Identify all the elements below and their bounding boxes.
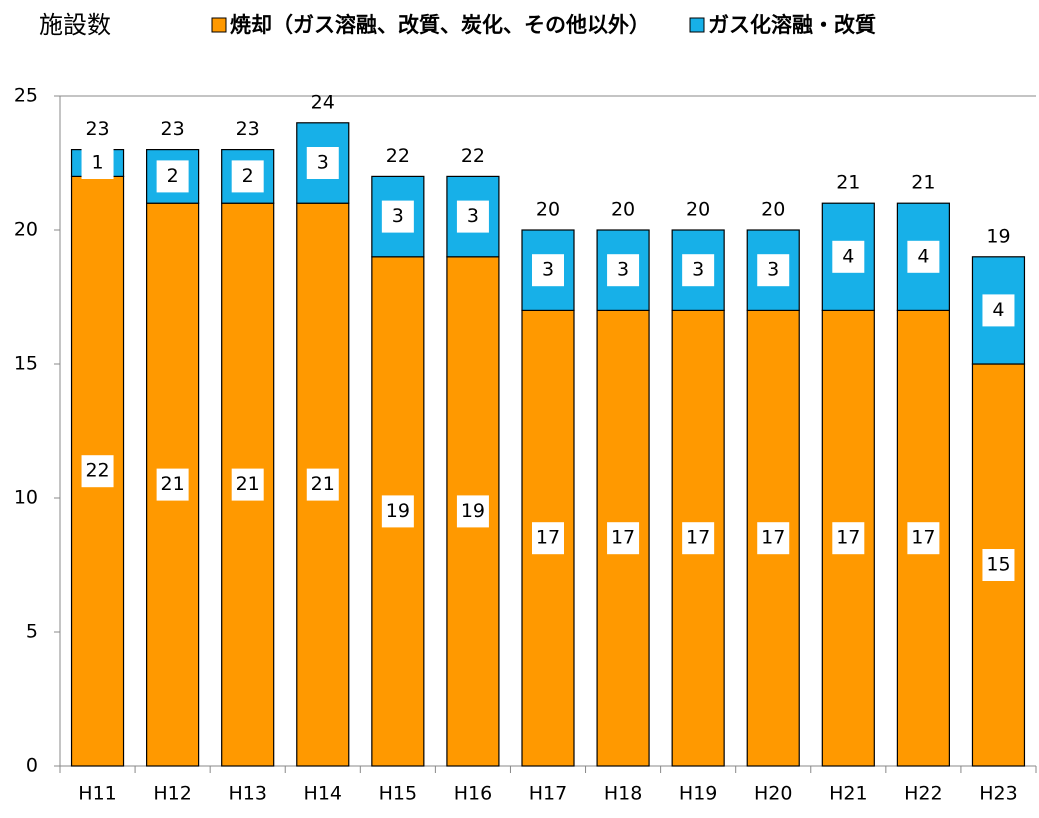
x-tick-label: H19 — [679, 783, 717, 805]
total-label: 24 — [311, 91, 335, 113]
x-tick-label: H17 — [529, 783, 567, 805]
legend-label: 焼却（ガス溶融、改質、炭化、その他以外） — [230, 13, 650, 37]
y-tick-label: 10 — [14, 487, 38, 509]
data-label-box — [532, 522, 564, 555]
y-tick-label: 0 — [26, 755, 38, 777]
data-label: 2 — [167, 165, 179, 187]
data-label: 3 — [542, 259, 554, 281]
data-label: 17 — [686, 527, 710, 549]
data-label-box — [156, 160, 189, 193]
data-label: 17 — [836, 527, 860, 549]
data-label-box — [982, 549, 1015, 581]
y-tick-label: 25 — [14, 85, 38, 107]
data-label-box — [532, 254, 564, 287]
data-label: 4 — [992, 299, 1004, 321]
data-label: 19 — [386, 500, 410, 522]
data-label: 21 — [311, 473, 335, 495]
data-label-box — [832, 522, 865, 555]
data-label: 2 — [242, 165, 254, 187]
data-label: 22 — [85, 460, 109, 482]
data-label: 3 — [692, 259, 704, 281]
data-label: 17 — [611, 527, 635, 549]
x-tick-label: H18 — [604, 783, 642, 805]
total-label: 20 — [686, 199, 710, 221]
legend-swatch — [689, 17, 705, 33]
total-label: 19 — [986, 225, 1010, 247]
legend-label: ガス化溶融・改質 — [708, 13, 876, 37]
total-label: 21 — [836, 172, 860, 194]
total-label: 23 — [236, 118, 260, 140]
data-label-box — [907, 522, 940, 555]
total-label: 22 — [386, 145, 410, 167]
x-tick-label: H23 — [979, 783, 1017, 805]
data-label-box — [456, 200, 489, 233]
total-label: 20 — [611, 199, 635, 221]
total-label: 21 — [911, 172, 935, 194]
data-label-box — [607, 522, 640, 555]
x-tick-label: H16 — [454, 783, 492, 805]
data-label-box — [456, 495, 489, 528]
x-tick-label: H11 — [78, 783, 116, 805]
data-label: 4 — [842, 245, 854, 267]
data-label-box — [832, 240, 865, 273]
data-label-box — [306, 147, 339, 179]
data-label-box — [156, 468, 189, 501]
x-tick-label: H20 — [754, 783, 792, 805]
data-label: 17 — [536, 527, 560, 549]
total-label: 22 — [461, 145, 485, 167]
data-label: 3 — [767, 259, 779, 281]
data-label-box — [682, 522, 715, 555]
data-label-box — [231, 160, 264, 193]
data-label: 19 — [461, 500, 485, 522]
total-label: 20 — [761, 199, 785, 221]
y-tick-label: 20 — [14, 219, 38, 241]
data-label-box — [306, 468, 339, 501]
total-label: 20 — [536, 199, 560, 221]
data-label-box — [381, 495, 414, 528]
bar-segment — [896, 309, 950, 767]
x-tick-label: H14 — [304, 783, 342, 805]
data-label-box — [757, 254, 790, 287]
x-tick-label: H15 — [379, 783, 417, 805]
data-label: 3 — [467, 205, 479, 227]
data-label-box — [982, 294, 1015, 327]
y-tick-label: 15 — [14, 353, 38, 375]
x-tick-label: H13 — [228, 783, 266, 805]
x-tick-label: H12 — [153, 783, 191, 805]
x-tick-label: H21 — [829, 783, 867, 805]
data-label: 17 — [911, 527, 935, 549]
data-label-box — [757, 522, 790, 555]
data-label: 21 — [236, 473, 260, 495]
data-label-box — [81, 147, 114, 179]
x-tick-label: H22 — [904, 783, 942, 805]
data-label-box — [381, 200, 414, 233]
total-label: 23 — [85, 118, 109, 140]
total-label: 23 — [161, 118, 185, 140]
data-label: 3 — [617, 259, 629, 281]
bar-segment — [296, 202, 350, 767]
y-tick-label: 5 — [26, 621, 38, 643]
data-label-box — [607, 254, 640, 287]
bar-segment — [746, 309, 800, 767]
data-label: 21 — [161, 473, 185, 495]
data-label: 3 — [317, 152, 329, 174]
data-label: 1 — [91, 152, 103, 174]
data-label-box — [907, 240, 940, 273]
legend-swatch — [211, 17, 227, 33]
data-label: 15 — [986, 554, 1010, 576]
data-label: 17 — [761, 527, 785, 549]
data-label-box — [682, 254, 715, 287]
y-axis-label: 施設数 — [39, 11, 111, 39]
data-label: 4 — [917, 245, 929, 267]
data-label-box — [81, 455, 114, 488]
data-label: 3 — [392, 205, 404, 227]
data-label-box — [231, 468, 264, 501]
